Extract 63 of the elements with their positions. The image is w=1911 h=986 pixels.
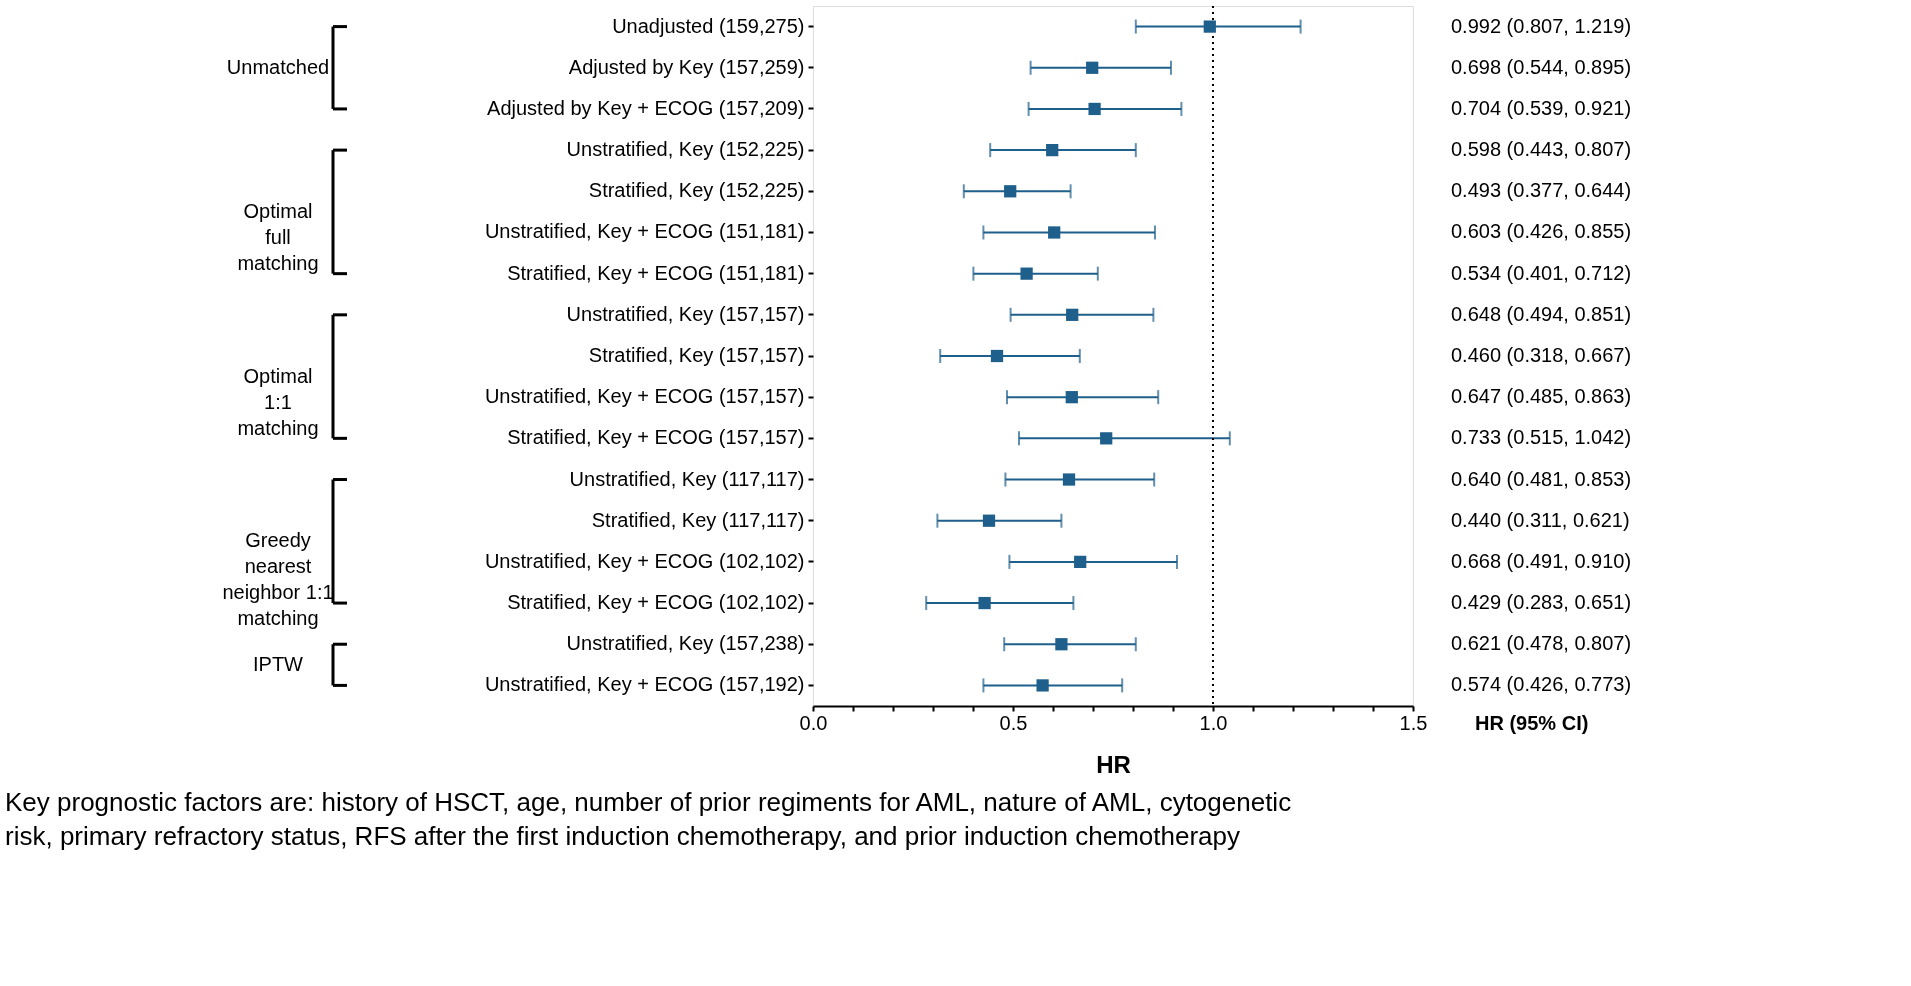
text: Key prognostic factors are: history of HSCT, age, number of prior regiments for AML, nature of AML, cytogenetic risk, primary refractory status, RFS after the first induction chemotherapy, and prior induction chemotherapy: [5, 787, 1292, 851]
point: [1086, 61, 1099, 74]
y-tick-label: Stratified, Key + ECOG (151,181): [507, 261, 805, 284]
data-label: 0.640 (0.481, 0.853): [1451, 467, 1632, 490]
y-tick-label: Stratified, Key + ECOG (102,102): [507, 591, 805, 614]
data-label: 0.704 (0.539, 0.921): [1451, 96, 1632, 119]
point: [1055, 638, 1068, 651]
y-tick-label: Stratified, Key + ECOG (157,157): [507, 426, 805, 449]
point: [1004, 185, 1017, 198]
point: [1203, 20, 1216, 33]
y-tick-label: Unstratified, Key (157,238): [566, 632, 805, 655]
data-label: 0.429 (0.283, 0.651): [1451, 591, 1632, 614]
y-tick-label: Unstratified, Key + ECOG (151,181): [484, 220, 805, 243]
y-tick-label: Stratified, Key (157,157): [588, 344, 805, 366]
data-label: 0.598 (0.443, 0.807): [1451, 138, 1632, 161]
x-tick-label: 0.0: [799, 711, 828, 734]
y-tick-label: Unstratified, Key (152,225): [566, 138, 805, 161]
data-label: 0.668 (0.491, 0.910): [1451, 549, 1632, 572]
point: [1036, 679, 1049, 692]
y-tick-label: Stratified, Key (117,117): [591, 508, 805, 531]
x-tick-label: 1.5: [1399, 711, 1428, 734]
text: Optimal full matching: [237, 199, 319, 274]
text: IPTW: [253, 652, 304, 675]
y-tick-label: Stratified, Key (152,225): [588, 179, 805, 202]
text: HR (95% CI): [1475, 712, 1589, 734]
data-label: 0.647 (0.485, 0.863): [1451, 385, 1632, 408]
data-label: 0.992 (0.807, 1.219): [1451, 14, 1632, 37]
text: Greedy nearest neighbor 1:1 matching: [222, 529, 334, 630]
y-tick-label: Unstratified, Key + ECOG (102,102): [484, 549, 805, 572]
point: [982, 514, 996, 527]
y-tick-label: Unstratified, Key + ECOG (157,157): [484, 385, 805, 408]
point: [1048, 226, 1061, 239]
point: [990, 349, 1004, 363]
data-label: 0.603 (0.426, 0.855): [1451, 220, 1632, 243]
text: Unmatched: [226, 55, 330, 78]
data-label: 0.534 (0.401, 0.712): [1451, 261, 1632, 284]
y-tick-label: Adjusted by Key + ECOG (157,209): [487, 96, 805, 119]
y-tick-label: Unstratified, Key + ECOG (157,192): [484, 673, 805, 696]
point: [1062, 473, 1076, 486]
data-label: 0.698 (0.544, 0.895): [1451, 55, 1632, 78]
point: [978, 596, 991, 610]
data-label: 0.648 (0.494, 0.851): [1451, 302, 1632, 325]
y-tick-label: Unstratified, Key (157,157): [566, 302, 805, 325]
data-label: 0.733 (0.515, 1.042): [1451, 426, 1632, 449]
x-axis-title: HR: [1096, 750, 1131, 778]
point: [1074, 555, 1087, 569]
y-tick-label: Unadjusted (159,275): [612, 14, 805, 37]
data-label: 0.440 (0.311, 0.621): [1451, 508, 1630, 531]
x-tick-label: 1.0: [1199, 711, 1228, 734]
point: [1088, 102, 1101, 116]
data-label: 0.621 (0.478, 0.807): [1451, 632, 1632, 655]
data-label: 0.574 (0.426, 0.773): [1451, 673, 1632, 696]
text: Optimal 1:1 matching: [237, 364, 319, 439]
point: [1066, 308, 1079, 321]
data-label: 0.493 (0.377, 0.644): [1451, 179, 1632, 202]
x-tick-label: 0.5: [999, 711, 1028, 734]
point: [1046, 143, 1059, 157]
point: [1100, 432, 1113, 445]
data-label: 0.460 (0.318, 0.667): [1451, 344, 1632, 366]
point: [1065, 391, 1078, 404]
y-tick-label: Unstratified, Key (117,117): [569, 467, 805, 490]
y-tick-label: Adjusted by Key (157,259): [568, 55, 805, 78]
point: [1020, 267, 1033, 280]
